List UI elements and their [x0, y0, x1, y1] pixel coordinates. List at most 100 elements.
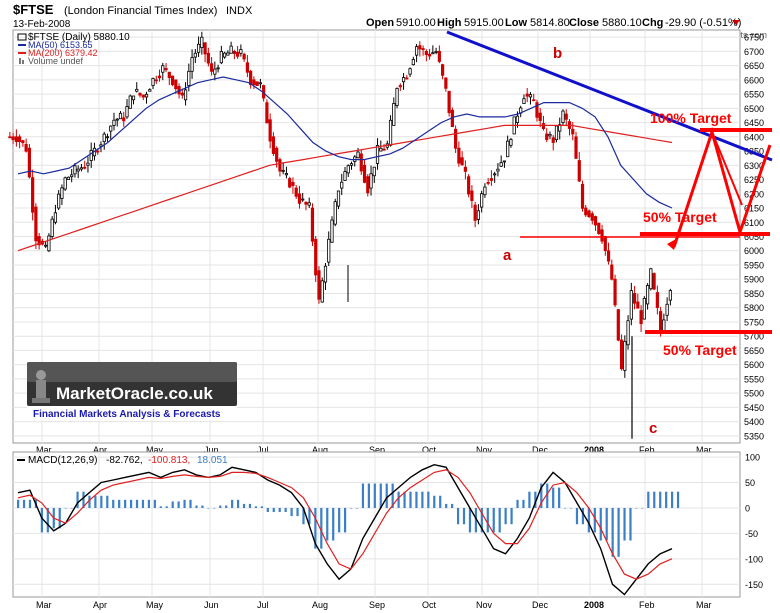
symbol-label: $FTSE — [13, 2, 54, 17]
candle-body — [584, 207, 588, 216]
candle-body — [314, 238, 318, 276]
macd-histogram-bar — [498, 507, 501, 533]
candle-body — [489, 178, 494, 181]
candle-body — [418, 45, 422, 50]
macd-histogram-bar — [647, 491, 650, 508]
candle-body — [161, 65, 165, 73]
candle-body — [288, 178, 292, 188]
candle-body — [548, 133, 552, 137]
candle-body — [398, 85, 402, 88]
candle-body — [229, 45, 233, 54]
candle-body — [340, 181, 344, 189]
projected-path — [672, 126, 772, 248]
legend-main: $FTSE (Daily) 5880.10 — [28, 32, 130, 43]
macd-histogram-bar — [219, 505, 222, 508]
candle-body — [301, 198, 305, 201]
target-50-top-label: 50% Target — [643, 209, 717, 225]
macd-histogram-bar — [153, 499, 156, 508]
candle-body — [502, 160, 507, 163]
candle-body — [372, 166, 376, 177]
macd-histogram-bar — [355, 507, 359, 509]
candle-body — [8, 136, 12, 139]
candle-body — [632, 293, 637, 304]
price-tick-label: 6700 — [744, 47, 764, 57]
candle-body — [21, 140, 25, 144]
macd-histogram-bar — [147, 499, 150, 508]
month-label: May — [146, 445, 164, 455]
macd-histogram-bar — [563, 507, 567, 509]
candle-body — [515, 115, 520, 123]
candle-body — [255, 81, 259, 86]
macd-month-label: 2008 — [584, 600, 604, 610]
macd-histogram-bar — [159, 506, 162, 508]
candle-body — [213, 68, 217, 75]
macd-month-label: Jun — [204, 600, 219, 610]
candle-body — [232, 50, 236, 54]
candle-body — [541, 123, 546, 130]
candle-body — [359, 153, 363, 172]
candle-body — [476, 210, 481, 220]
candle-body — [655, 292, 659, 308]
macd-histogram-bar — [504, 507, 507, 525]
macd-histogram-bar — [76, 491, 79, 508]
candle-body — [629, 290, 633, 320]
macd-histogram-bar — [314, 507, 317, 549]
candle-body — [483, 186, 487, 196]
candle-body — [463, 166, 467, 172]
macd-histogram-bar — [373, 483, 376, 508]
macd-histogram-bar — [266, 507, 269, 513]
macd-histogram-bar — [361, 483, 365, 508]
macd-histogram-bar — [367, 483, 370, 508]
macd-histogram-bar — [569, 507, 573, 509]
macd-histogram-bar — [575, 507, 579, 525]
candle-body — [561, 110, 565, 123]
month-label: Oct — [422, 445, 437, 455]
candle-body — [196, 43, 201, 53]
macd-histogram-bar — [165, 506, 168, 508]
candle-body — [431, 52, 435, 55]
marketoracle-logo: MarketOracle.co.uk Financial Markets Ana… — [27, 362, 237, 420]
macd-month-label: May — [146, 600, 164, 610]
candle-body — [323, 265, 328, 283]
candle-body — [27, 147, 31, 178]
candle-body — [388, 119, 393, 146]
candle-body — [24, 144, 28, 152]
macd-histogram-bar — [326, 507, 329, 541]
candle-body — [652, 273, 656, 290]
month-label: Feb — [639, 445, 655, 455]
macd-histogram-bar — [528, 491, 531, 508]
candle-body — [454, 128, 458, 149]
macd-legend-signal: -100.813, — [148, 455, 190, 466]
month-gridlines — [41, 30, 703, 443]
candle-body — [200, 36, 204, 48]
candle-body — [307, 202, 311, 206]
candle-body — [291, 181, 295, 186]
macd-month-label: Jul — [257, 600, 269, 610]
macd-legend-value: -82.762, — [106, 455, 143, 466]
exchange-label: INDX — [226, 5, 253, 17]
month-label: Aug — [312, 445, 328, 455]
candle-body — [183, 89, 188, 101]
macd-histogram-bar — [28, 499, 32, 508]
candle-body — [427, 53, 432, 57]
candle-body — [411, 59, 415, 66]
label-a: a — [503, 247, 512, 264]
candle-body — [564, 113, 568, 120]
candle-body — [190, 57, 194, 72]
macd-histogram-bar — [540, 483, 543, 508]
candle-body — [587, 210, 591, 218]
target-50-bottom-label: 50% Target — [663, 342, 737, 358]
candle-body — [662, 319, 666, 331]
candle-body — [131, 95, 136, 101]
macd-histogram-bar — [112, 499, 115, 508]
candle-body — [571, 128, 575, 135]
candle-body — [239, 49, 243, 54]
macd-histogram-bar — [254, 506, 258, 508]
candle-body — [405, 77, 409, 80]
macd-histogram-bar — [445, 503, 448, 508]
macd-histogram-bar — [391, 483, 394, 508]
down-arrow-icon — [732, 20, 740, 25]
candle-body — [665, 303, 669, 316]
month-label: Jun — [204, 445, 219, 455]
